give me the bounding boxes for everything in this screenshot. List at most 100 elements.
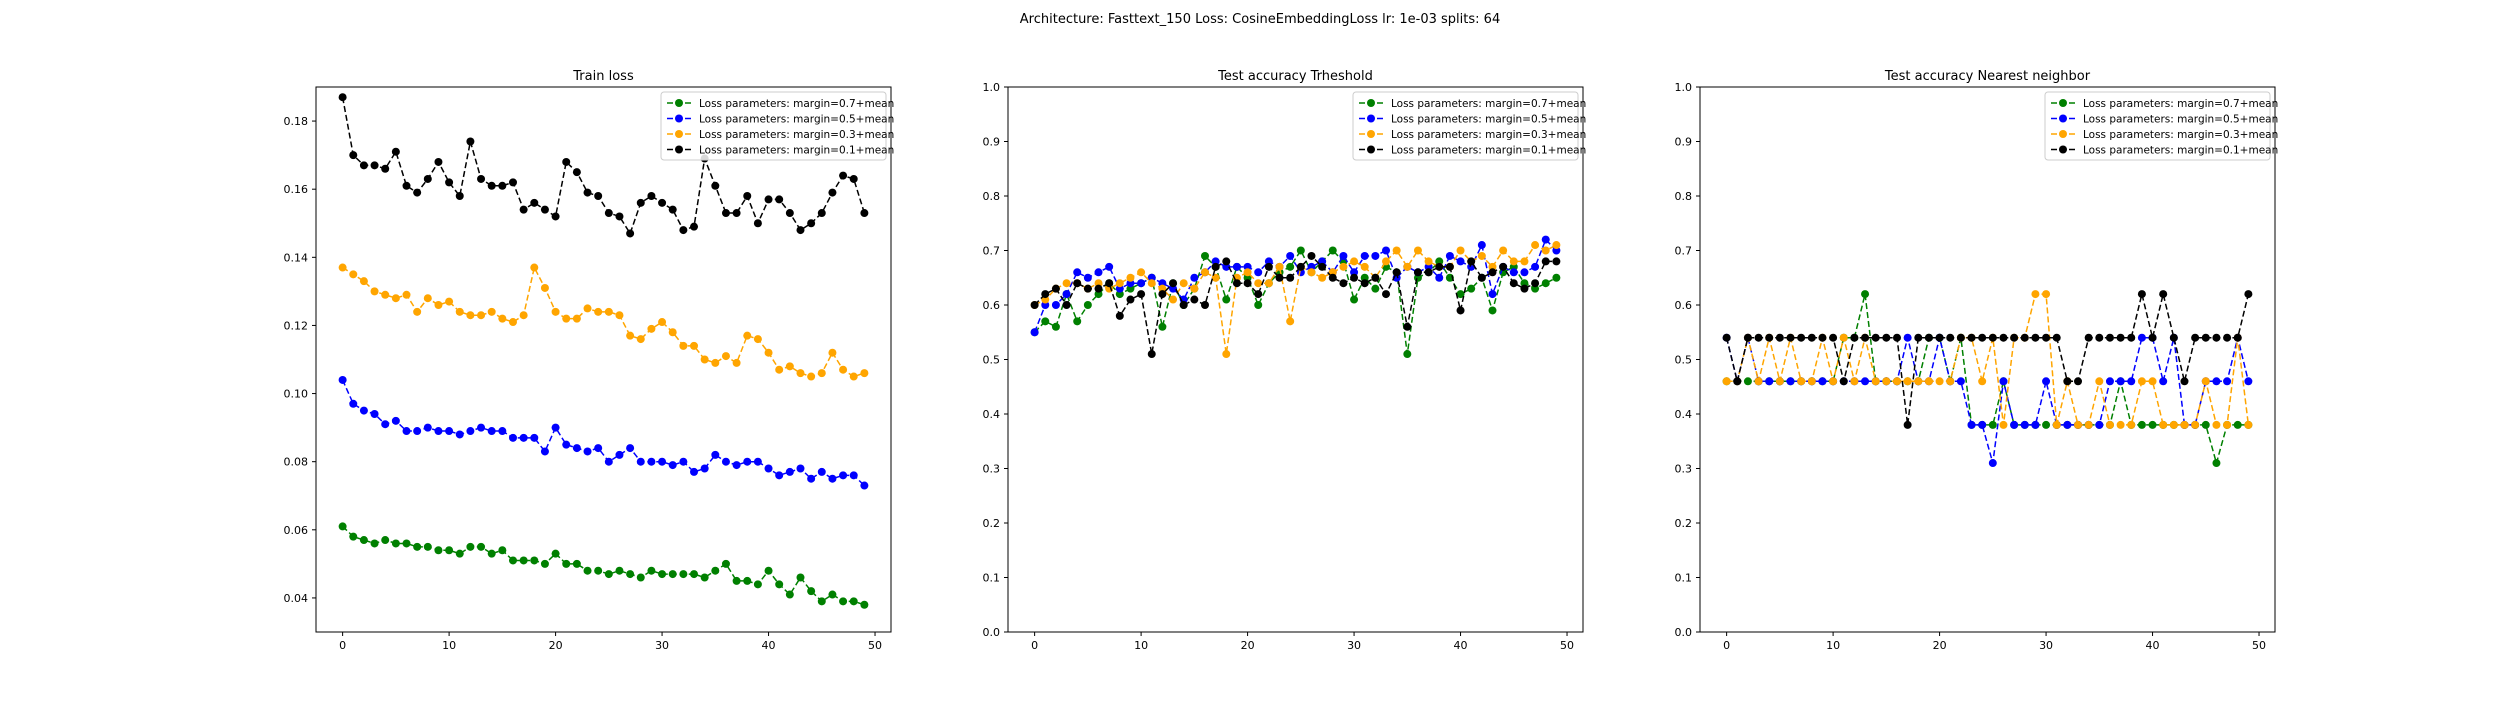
train-loss-series-margin-0-3-point <box>839 365 848 374</box>
train-loss-series-margin-0-3-point <box>498 314 507 323</box>
train-loss-series-margin-0-7-point <box>540 559 549 568</box>
train-loss-series-margin-0-5-point <box>796 464 805 473</box>
test-accuracy-threshold-series-margin-0-3-point <box>1200 268 1209 277</box>
test-accuracy-threshold-series-margin-0-3-point <box>1147 279 1156 288</box>
train-loss-y-tick-label: 0.16 <box>284 183 309 196</box>
train-loss-series-margin-0-5-point <box>359 406 368 415</box>
test-accuracy-nearest-neighbor-series-margin-0-3-point <box>2169 420 2178 429</box>
test-accuracy-nearest-neighbor-series-margin-0-1-point <box>1967 333 1976 342</box>
train-loss-series-margin-0-1-point <box>540 205 549 214</box>
train-loss-series-margin-0-7-point <box>743 576 752 585</box>
test-accuracy-nearest-neighbor-y-tick-label: 0.8 <box>1675 190 1693 203</box>
train-loss-legend: Loss parameters: margin=0.7+mean Loss par… <box>660 91 894 161</box>
test-accuracy-threshold-series-margin-0-1-point <box>1541 257 1550 266</box>
train-loss-legend-label-margin-0-7: Loss parameters: margin=0.7+mean <box>699 98 894 110</box>
test-accuracy-nearest-neighbor-series-margin-0-5-point <box>2244 377 2253 386</box>
test-accuracy-nearest-neighbor-y-tick-label: 1.0 <box>1675 81 1693 94</box>
test-accuracy-threshold-series-margin-0-1-point <box>1200 301 1209 309</box>
train-loss-series-margin-0-3-point <box>753 335 762 344</box>
test-accuracy-threshold-series-margin-0-5-point <box>1062 290 1071 299</box>
test-accuracy-nearest-neighbor-series-margin-0-1-point <box>1722 333 1731 342</box>
test-accuracy-nearest-neighbor-series-margin-0-1-point <box>2169 333 2178 342</box>
train-loss-series-margin-0-5-point <box>753 457 762 466</box>
train-loss-series-margin-0-7-point <box>381 536 390 545</box>
test-accuracy-threshold-legend-marker-margin-0-7 <box>1367 99 1375 107</box>
test-accuracy-threshold-legend-label-margin-0-5: Loss parameters: margin=0.5+mean <box>1391 114 1586 126</box>
test-accuracy-threshold-series-margin-0-5-point <box>1254 268 1263 277</box>
train-loss-series-margin-0-7-point <box>519 556 528 565</box>
test-accuracy-nearest-neighbor-series-margin-0-3-point <box>2116 420 2125 429</box>
train-loss-series-margin-0-1-point <box>764 195 773 204</box>
test-accuracy-threshold-y-tick-label: 0.7 <box>983 245 1001 258</box>
train-loss-series-margin-0-3-point <box>615 311 624 320</box>
test-accuracy-nearest-neighbor-series-margin-0-1-point <box>1807 333 1816 342</box>
test-accuracy-nearest-neighbor-series-margin-0-1-point <box>2063 377 2072 386</box>
train-loss-title: Train loss <box>572 69 634 84</box>
test-accuracy-threshold-series-margin-0-5-point <box>1105 262 1114 271</box>
train-loss-series-margin-0-7-point <box>423 542 432 551</box>
train-loss-series-margin-0-5-point <box>477 423 486 432</box>
train-loss-series-margin-0-1-point <box>434 157 443 166</box>
test-accuracy-threshold-series-margin-0-3-point <box>1477 251 1486 260</box>
test-accuracy-nearest-neighbor-title: Test accuracy Nearest neighbor <box>1884 69 2091 84</box>
test-accuracy-threshold-series-margin-0-3-point <box>1403 262 1412 271</box>
test-accuracy-threshold-series-margin-0-1-point <box>1445 262 1454 271</box>
train-loss-series-margin-0-7-point <box>860 600 869 609</box>
train-loss-series-margin-0-1-point <box>615 212 624 221</box>
train-loss-series-margin-0-1-point <box>604 209 613 218</box>
test-accuracy-threshold-y-tick-label: 0.5 <box>983 354 1001 367</box>
test-accuracy-threshold-legend-marker-margin-0-1 <box>1367 145 1375 154</box>
test-accuracy-threshold-series-margin-0-7-point <box>1541 279 1550 288</box>
test-accuracy-nearest-neighbor-series-margin-0-1-point <box>1829 333 1838 342</box>
test-accuracy-threshold-series-margin-0-1-point <box>1073 279 1082 288</box>
train-loss-series-margin-0-3-point <box>668 328 677 337</box>
test-accuracy-nearest-neighbor-series-margin-0-5-point <box>2223 377 2232 386</box>
train-loss-series-margin-0-5-point <box>349 399 358 408</box>
train-loss-series-margin-0-1-point <box>359 161 368 170</box>
train-loss-series-margin-0-5-point <box>402 427 411 436</box>
train-loss-series-margin-0-5-point <box>498 427 507 436</box>
train-loss-series-margin-0-1-point <box>817 209 826 218</box>
train-loss-series-margin-0-1-point <box>391 147 400 156</box>
train-loss-series-margin-0-1-point <box>445 178 454 187</box>
test-accuracy-threshold-series-margin-0-3-point <box>1137 268 1146 277</box>
train-loss-series-margin-0-1-point <box>679 226 688 235</box>
test-accuracy-nearest-neighbor-axes-frame <box>1699 86 2276 633</box>
test-accuracy-threshold-legend-marker-margin-0-5 <box>1367 114 1375 123</box>
train-loss-y-tick-label: 0.18 <box>284 115 309 128</box>
test-accuracy-nearest-neighbor-legend-label-margin-0-3: Loss parameters: margin=0.3+mean <box>2083 129 2278 141</box>
test-accuracy-nearest-neighbor-series-margin-0-5-point <box>2127 377 2136 386</box>
test-accuracy-threshold-series-margin-0-5-point <box>1051 301 1060 309</box>
test-accuracy-threshold-series-margin-0-3-point <box>1339 262 1348 271</box>
test-accuracy-threshold-y-tick-label: 0.4 <box>983 408 1001 421</box>
train-loss-series-margin-0-3-point <box>381 290 390 299</box>
train-loss-series-margin-0-3-point <box>732 358 741 367</box>
test-accuracy-nearest-neighbor-y-tick-label: 0.0 <box>1675 626 1693 639</box>
train-loss-series-margin-0-5-point <box>551 423 560 432</box>
train-loss-x-tick-label: 10 <box>442 639 456 652</box>
train-loss-series-margin-0-1-point <box>562 157 571 166</box>
test-accuracy-threshold-series-margin-0-1-point <box>1392 268 1401 277</box>
test-accuracy-nearest-neighbor-y-tick-label: 0.3 <box>1675 463 1693 476</box>
train-loss-series-margin-0-5-point <box>690 467 699 476</box>
test-accuracy-nearest-neighbor-series-margin-0-3-point <box>2201 377 2210 386</box>
train-loss-x-tick-label: 20 <box>549 639 563 652</box>
test-accuracy-threshold-series-margin-0-5-point <box>1360 251 1369 260</box>
test-accuracy-nearest-neighbor-series-margin-0-5-point <box>1765 377 1774 386</box>
test-accuracy-nearest-neighbor-legend-marker-margin-0-7 <box>2059 99 2067 107</box>
test-accuracy-threshold-series-margin-0-7-point <box>1041 317 1050 326</box>
test-accuracy-threshold-series-margin-0-7-point <box>1552 273 1561 282</box>
train-loss-series-margin-0-3-point <box>445 297 454 306</box>
test-accuracy-nearest-neighbor-series-margin-0-1-point <box>2084 333 2093 342</box>
test-accuracy-nearest-neighbor-x-tick-label: 20 <box>1933 639 1947 652</box>
test-accuracy-nearest-neighbor-series-margin-0-3-point <box>2095 377 2104 386</box>
figure-title: Architecture: Fasttext_150 Loss: CosineE… <box>1019 12 1501 27</box>
test-accuracy-threshold-series-margin-0-1-point <box>1413 268 1422 277</box>
test-accuracy-threshold-series-margin-0-1-point <box>1147 350 1156 359</box>
train-loss-series-margin-0-5-point <box>583 447 592 456</box>
test-accuracy-nearest-neighbor-series-margin-0-7-point <box>1861 290 1870 299</box>
train-loss-series-margin-0-7-point <box>817 597 826 606</box>
test-accuracy-threshold-series-margin-0-3-point <box>1264 279 1273 288</box>
test-accuracy-nearest-neighbor-series-margin-0-3-point <box>2105 420 2114 429</box>
